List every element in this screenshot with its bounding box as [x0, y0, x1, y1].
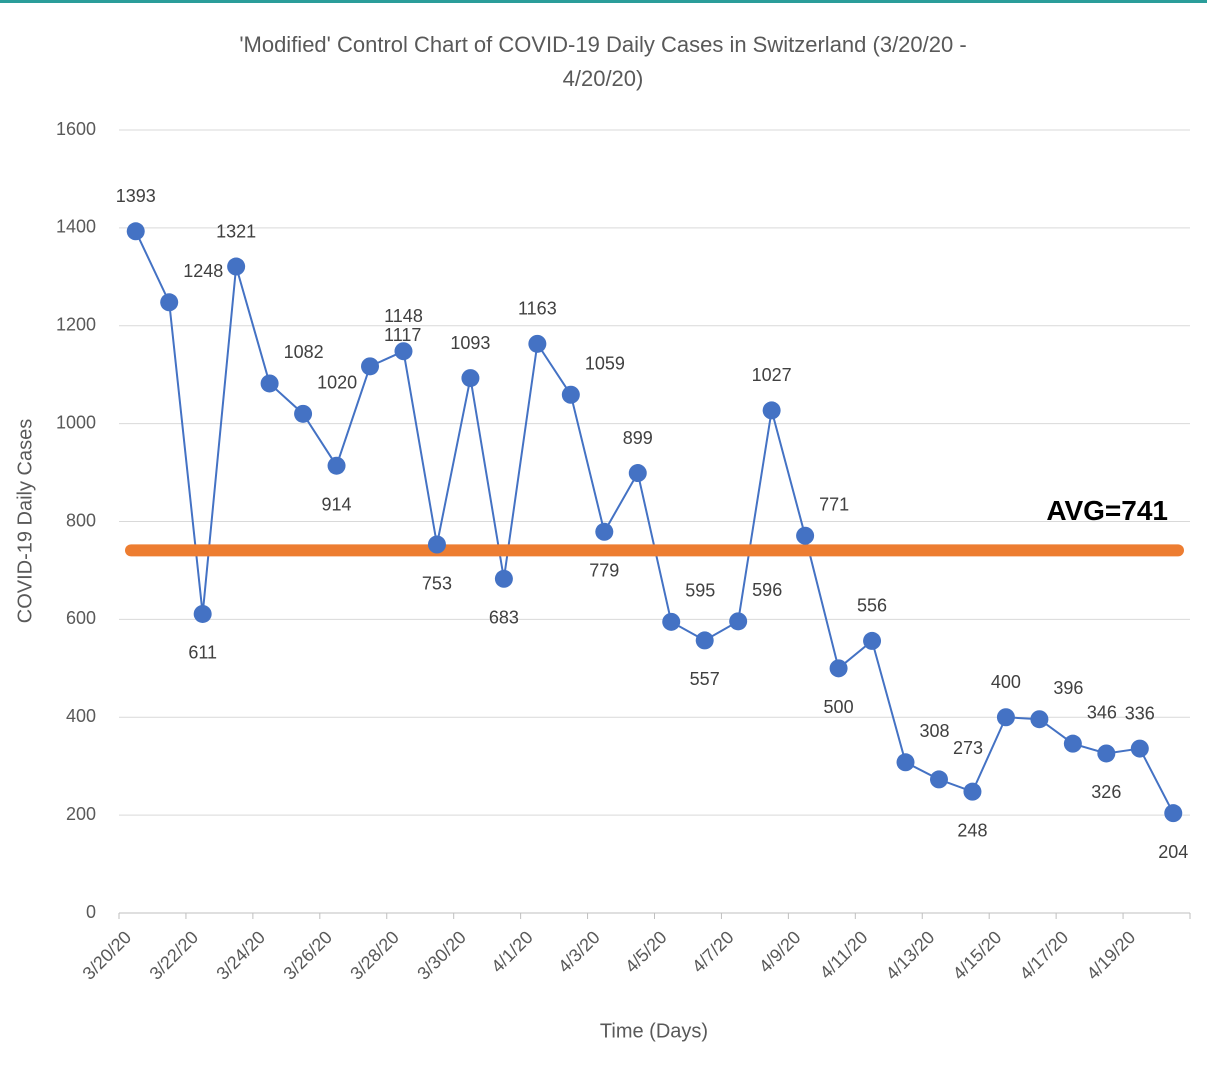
- y-tick-label: 200: [66, 804, 96, 824]
- data-label: 914: [322, 494, 352, 514]
- data-label: 326: [1091, 782, 1121, 802]
- data-label: 1163: [518, 299, 557, 319]
- x-tick-label: 4/15/20: [949, 927, 1006, 984]
- x-tick-label: 3/22/20: [146, 927, 203, 984]
- marker: [863, 631, 882, 650]
- data-label: 1393: [116, 186, 156, 206]
- x-tick-label: 4/17/20: [1016, 927, 1073, 984]
- data-label: 273: [953, 738, 983, 758]
- x-tick-label: 4/19/20: [1083, 927, 1140, 984]
- x-tick-label: 4/13/20: [882, 927, 939, 984]
- marker: [126, 222, 145, 241]
- marker: [1097, 744, 1116, 763]
- marker: [1130, 739, 1149, 758]
- x-tick-label: 4/9/20: [755, 927, 805, 977]
- data-label: 204: [1158, 842, 1188, 862]
- marker: [1030, 710, 1049, 729]
- x-tick-label: 3/30/20: [413, 927, 470, 984]
- marker: [193, 604, 212, 623]
- marker: [996, 708, 1015, 727]
- marker: [896, 753, 915, 772]
- marker: [294, 404, 313, 423]
- marker: [762, 401, 781, 420]
- marker: [327, 456, 346, 475]
- data-label: 1148: [384, 306, 423, 326]
- x-axis-title: Time (Days): [600, 1020, 708, 1042]
- data-label: 1117: [384, 325, 421, 345]
- marker: [796, 526, 815, 545]
- data-label: 1059: [585, 354, 625, 374]
- chart-title: 'Modified' Control Chart of COVID-19 Dai…: [239, 32, 966, 57]
- marker: [461, 369, 480, 388]
- data-label: 346: [1087, 702, 1117, 722]
- data-label: 308: [920, 721, 950, 741]
- data-label: 500: [824, 697, 854, 717]
- chart-title-line2: 4/20/20): [563, 66, 644, 91]
- marker: [361, 357, 380, 376]
- data-label: 683: [489, 608, 519, 628]
- y-tick-label: 400: [66, 706, 96, 726]
- data-label: 1248: [183, 261, 223, 281]
- marker: [528, 334, 547, 353]
- marker: [260, 374, 279, 393]
- marker: [695, 631, 714, 650]
- x-tick-label: 4/3/20: [554, 927, 604, 977]
- x-tick-label: 3/28/20: [346, 927, 403, 984]
- data-label: 556: [857, 596, 887, 616]
- data-label: 400: [991, 672, 1021, 692]
- marker: [1164, 804, 1183, 823]
- y-tick-label: 1400: [56, 217, 96, 237]
- x-tick-label: 3/26/20: [279, 927, 336, 984]
- y-tick-label: 600: [66, 608, 96, 628]
- y-tick-label: 1200: [56, 315, 96, 335]
- data-label: 595: [685, 581, 715, 601]
- data-label: 771: [819, 494, 849, 514]
- marker: [160, 293, 179, 312]
- marker: [494, 569, 513, 588]
- x-tick-label: 3/24/20: [212, 927, 269, 984]
- marker: [394, 342, 413, 361]
- data-label: 611: [188, 643, 217, 663]
- data-label: 1020: [317, 373, 357, 393]
- marker: [963, 782, 982, 801]
- data-label: 596: [752, 580, 782, 600]
- x-tick-label: 4/7/20: [688, 927, 738, 977]
- data-label: 336: [1125, 703, 1155, 723]
- data-label: 1027: [752, 365, 792, 385]
- x-tick-label: 3/20/20: [79, 927, 136, 984]
- marker: [1063, 734, 1082, 753]
- x-tick-label: 4/5/20: [621, 927, 671, 977]
- marker: [227, 257, 246, 276]
- marker: [595, 522, 614, 541]
- data-label: 753: [422, 573, 452, 593]
- y-tick-label: 800: [66, 510, 96, 530]
- data-label: 1321: [216, 221, 256, 241]
- y-axis-title: COVID-19 Daily Cases: [14, 419, 36, 624]
- data-label: 779: [589, 561, 619, 581]
- data-label: 248: [957, 820, 987, 840]
- y-tick-label: 1000: [56, 412, 96, 432]
- marker: [628, 464, 647, 483]
- y-tick-label: 0: [86, 902, 96, 922]
- y-tick-label: 1600: [56, 119, 96, 139]
- data-label: 1082: [284, 342, 324, 362]
- marker: [729, 612, 748, 631]
- marker: [662, 612, 681, 631]
- marker: [561, 385, 580, 404]
- series-line: [134, 230, 1175, 814]
- data-label: 1093: [450, 333, 490, 353]
- data-label: 899: [623, 428, 653, 448]
- average-label: AVG=741: [1046, 495, 1168, 526]
- marker: [829, 659, 848, 678]
- data-label: 557: [690, 669, 720, 689]
- marker: [427, 535, 446, 554]
- x-tick-label: 4/1/20: [487, 927, 537, 977]
- data-label: 396: [1053, 678, 1083, 698]
- top-border: [0, 0, 1207, 3]
- marker: [929, 770, 948, 789]
- x-tick-label: 4/11/20: [816, 927, 872, 983]
